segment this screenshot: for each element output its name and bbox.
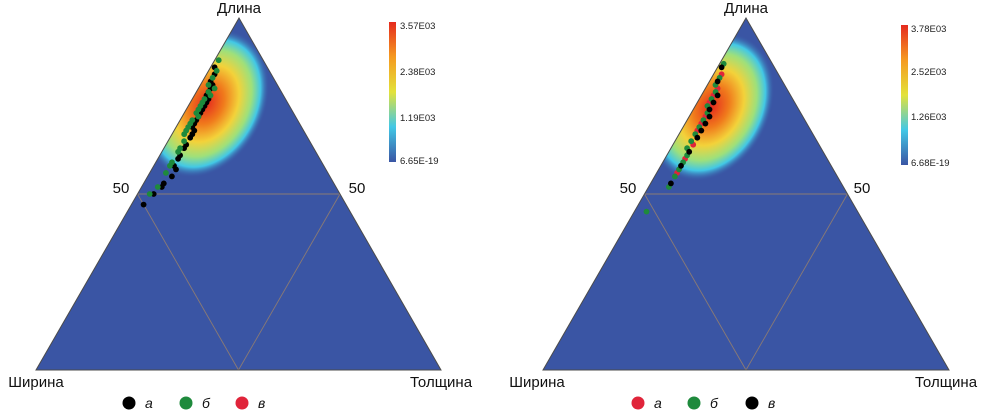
scatter-point-б	[181, 138, 188, 145]
colorbar-tick-min: 6.65E-19	[400, 156, 439, 167]
triangle-outline	[35, 16, 442, 371]
colorbar-gradient	[389, 22, 396, 162]
scatter-point-а	[189, 131, 196, 138]
legend-label-v: в	[768, 395, 775, 411]
vertex-label-top: Длина	[724, 0, 769, 17]
gridline-50-right	[238, 193, 341, 371]
colorbar-tick-1: 1.26E03	[911, 112, 946, 123]
ternary-panel-left: Длина Ширина Толщина 50 50 3.57E03 2.38E…	[8, 0, 472, 411]
colorbar-tick-max: 3.57E03	[400, 21, 435, 32]
colorbar-tick-min: 6.68E-19	[911, 158, 950, 169]
legend-label-b: б	[202, 395, 211, 411]
scatter-point-в	[702, 120, 709, 127]
vertex-label-right: Толщина	[410, 374, 473, 391]
legend-label-a: а	[145, 395, 153, 411]
scatter-point-в	[698, 127, 705, 134]
scatter-point-б	[154, 184, 161, 190]
vertex-label-left: Ширина	[509, 374, 565, 391]
vertex-label-top: Длина	[217, 0, 262, 17]
scatter-point-б	[146, 191, 153, 197]
scatter-point-б	[163, 170, 169, 176]
scatter-point-б	[672, 173, 678, 180]
scatter-point-в	[706, 113, 713, 120]
scatter-point-в	[714, 78, 721, 85]
vertex-label-right: Толщина	[915, 374, 978, 391]
colorbar: 3.78E03 2.52E03 1.26E03 6.68E-19	[901, 24, 950, 169]
midpoint-label-left: 50	[113, 180, 130, 197]
scatter-point-в	[694, 134, 701, 141]
scatter-point-в	[718, 64, 725, 71]
colorbar-tick-2: 2.52E03	[911, 67, 946, 78]
triangle-gridlines	[137, 193, 341, 371]
scatter-point-а	[158, 184, 165, 190]
scatter-point-б	[643, 208, 650, 215]
legend-label-v: в	[258, 395, 265, 411]
legend-label-b: б	[710, 395, 719, 411]
scatter-points	[643, 60, 727, 215]
scatter-point-а	[169, 173, 175, 180]
colorbar-tick-max: 3.78E03	[911, 24, 946, 35]
ternary-panel-right: Длина Ширина Толщина 50 50 3.78E03 2.52E…	[509, 0, 977, 411]
midpoint-label-left: 50	[620, 180, 637, 197]
scatter-point-в	[686, 148, 693, 155]
legend-marker-b	[179, 396, 193, 410]
midpoint-label-right: 50	[349, 180, 366, 197]
colorbar: 3.57E03 2.38E03 1.19E03 6.65E-19	[389, 21, 439, 167]
scatter-point-б	[209, 74, 216, 81]
scatter-point-б	[177, 145, 184, 152]
scatter-point-б	[213, 67, 220, 74]
legend-marker-b	[687, 396, 701, 410]
scatter-point-б	[215, 57, 222, 64]
colorbar-gradient	[901, 25, 908, 165]
legend-label-a: а	[654, 395, 662, 411]
triangle-edge	[542, 16, 950, 371]
vertex-label-left: Ширина	[8, 374, 64, 391]
legend-marker-a	[122, 396, 136, 410]
scatter-point-в	[710, 99, 717, 106]
colorbar-tick-2: 2.38E03	[400, 67, 435, 78]
scatter-points	[140, 57, 222, 208]
scatter-point-б	[688, 138, 695, 145]
scatter-point-б	[193, 110, 200, 116]
legend-marker-v	[745, 396, 759, 410]
scatter-point-б	[211, 85, 218, 92]
scatter-point-б	[207, 92, 214, 99]
legend: а б в	[122, 395, 265, 411]
legend-marker-v	[235, 396, 249, 410]
scatter-point-б	[167, 162, 173, 169]
gridline-50-right	[745, 193, 848, 371]
scatter-point-б	[187, 120, 194, 127]
legend-marker-a	[631, 396, 645, 410]
triangle-gridlines	[644, 193, 848, 371]
midpoint-label-right: 50	[854, 180, 871, 197]
legend: а б в	[631, 395, 775, 411]
scatter-point-в	[706, 106, 713, 113]
scatter-point-в	[678, 162, 684, 169]
colorbar-tick-1: 1.19E03	[400, 113, 435, 124]
scatter-point-а	[175, 155, 182, 162]
scatter-point-б	[197, 103, 204, 109]
scatter-point-в	[714, 92, 721, 99]
triangle-outline	[542, 16, 950, 371]
scatter-point-б	[205, 82, 212, 88]
scatter-point-а	[173, 166, 179, 173]
scatter-point-б	[183, 127, 190, 134]
gridline-50-left	[644, 193, 747, 371]
scatter-point-а	[150, 191, 157, 197]
scatter-point-в	[668, 180, 674, 187]
triangle-edge	[35, 16, 442, 371]
scatter-point-а	[140, 201, 147, 208]
gridline-50-left	[137, 193, 239, 371]
